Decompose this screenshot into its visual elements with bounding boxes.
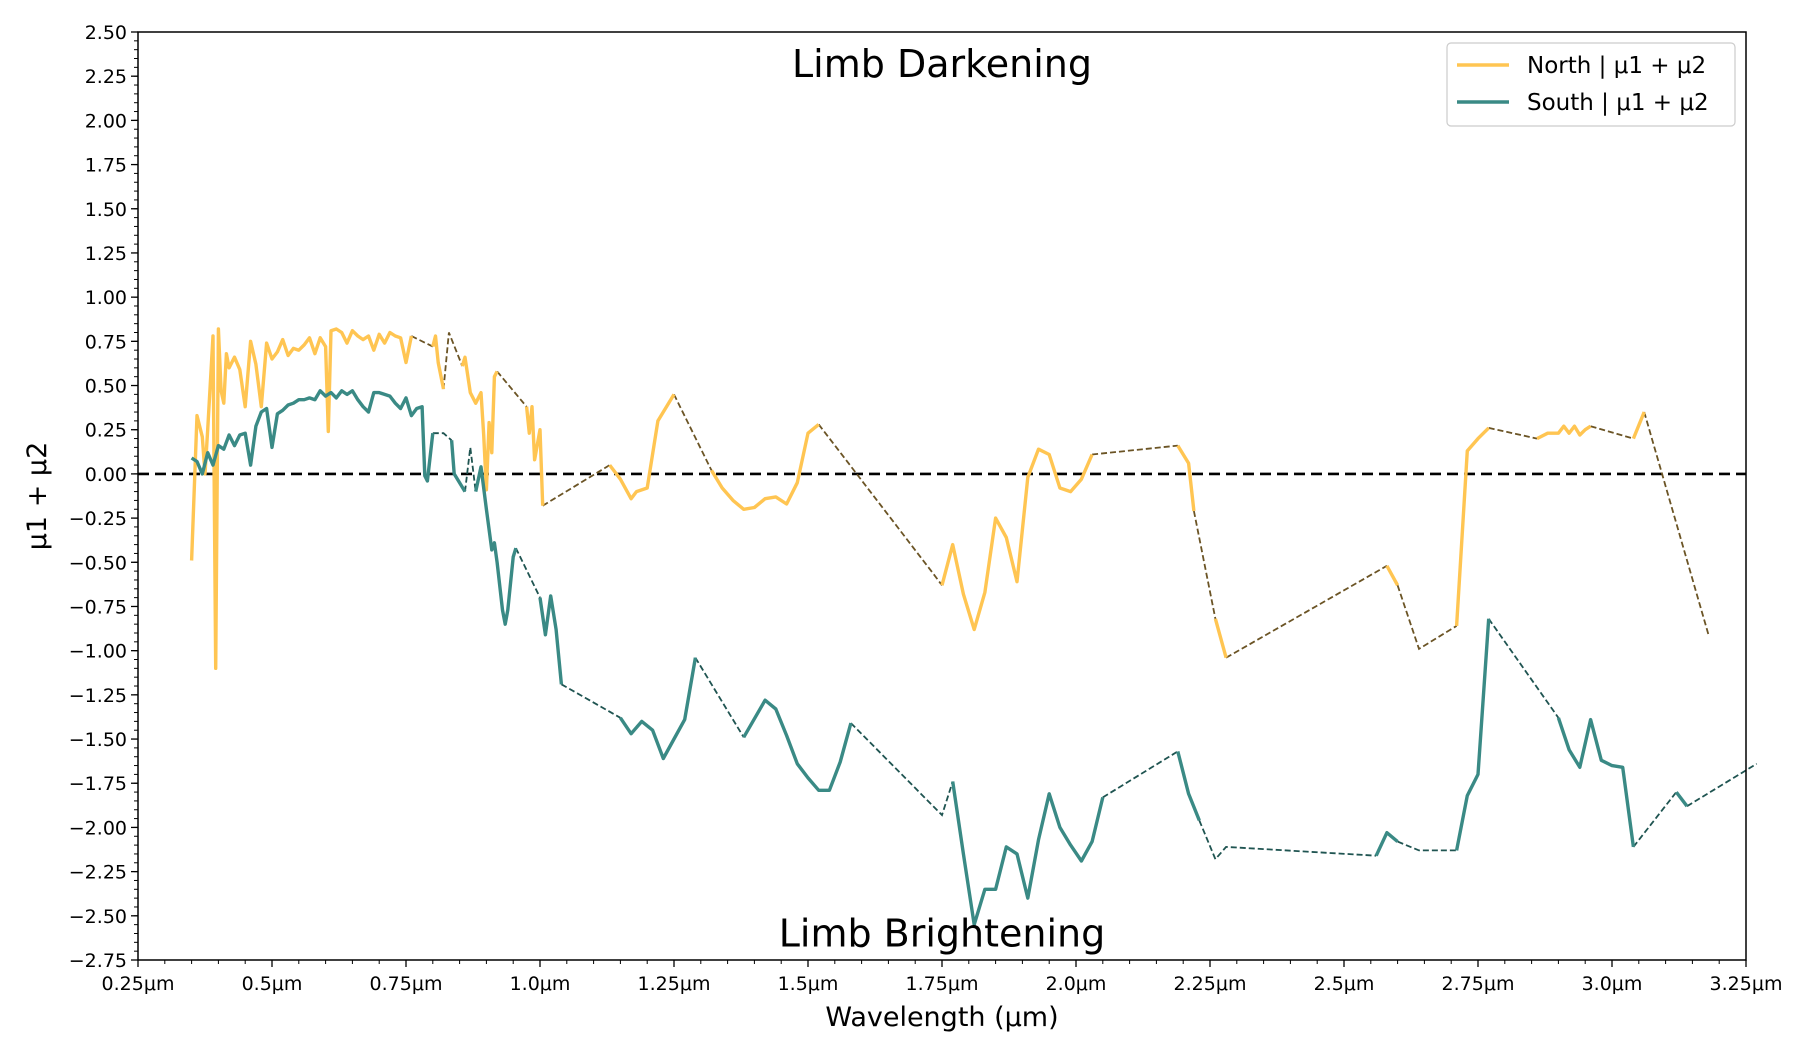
axis-ticks: 0.25μm 0.5μm 0.75μm 1.0μm 1.25μm 1.5μm 1.75μm 2… <box>69 22 1783 995</box>
south-series-line <box>1176 750 1201 822</box>
south-series-line <box>190 389 435 483</box>
south-gap-line <box>515 547 541 598</box>
north-series-line <box>1631 411 1646 440</box>
north-series-line <box>524 405 545 506</box>
x-tick-label: 1.25μm <box>638 973 711 995</box>
south-series-line <box>474 465 518 626</box>
y-tick-label: 1.75 <box>85 155 127 177</box>
south-gap-line <box>850 722 954 817</box>
south-series-line <box>449 440 467 493</box>
north-series-line <box>1176 444 1196 512</box>
north-gap-line <box>442 332 464 390</box>
y-tick-label: −1.25 <box>69 685 127 707</box>
south-series-line <box>618 657 698 761</box>
x-tick-label: 2.75μm <box>1442 973 1515 995</box>
south-series-line <box>1556 717 1636 848</box>
north-gap-line <box>411 335 434 348</box>
annotation-limb-brightening: Limb Brightening <box>779 911 1106 955</box>
south-gap-line <box>464 447 477 492</box>
y-axis-label: μ1 + μ2 <box>22 442 53 551</box>
x-tick-label: 1.5μm <box>778 973 839 995</box>
south-gap-line <box>1686 763 1758 807</box>
y-tick-label: −2.00 <box>69 817 127 839</box>
north-gap-line <box>1193 510 1217 619</box>
south-series-line <box>1674 791 1689 808</box>
x-tick-label: 0.75μm <box>370 973 443 995</box>
north-gap-line <box>496 370 528 408</box>
north-series-line <box>1536 424 1592 441</box>
south-gap-line <box>1102 750 1179 799</box>
y-tick-label: 1.50 <box>85 199 127 221</box>
south-gap-line <box>1397 840 1457 852</box>
north-gap-line <box>1488 427 1538 440</box>
north-series-line <box>1213 618 1228 659</box>
north-series-line <box>460 355 499 492</box>
north-gap-line <box>1225 565 1388 659</box>
plot-frame <box>137 31 1747 961</box>
series-lines <box>189 327 1689 927</box>
y-tick-label: 1.25 <box>85 243 127 265</box>
south-gap-line <box>694 657 745 738</box>
north-series-line <box>189 327 414 670</box>
y-tick-label: 2.00 <box>85 110 127 132</box>
south-gap-line <box>1487 618 1560 719</box>
x-tick-label: 2.25μm <box>1174 973 1247 995</box>
south-gap-line <box>432 432 453 441</box>
north-gap-line <box>542 464 611 507</box>
y-tick-label: 0.00 <box>85 464 127 486</box>
y-tick-label: −0.50 <box>69 552 127 574</box>
south-series-line <box>1454 618 1491 851</box>
north-series-line <box>1454 426 1490 627</box>
y-tick-label: 2.25 <box>85 66 127 88</box>
legend-box <box>1446 42 1736 127</box>
annotation-limb-darkening: Limb Darkening <box>792 42 1092 86</box>
y-tick-label: 0.50 <box>85 376 127 398</box>
north-gap-line <box>1396 585 1458 651</box>
north-gap-line <box>817 423 943 586</box>
south-series-line <box>951 781 1105 927</box>
south-gap-line <box>1632 791 1678 848</box>
legend: North | μ1 + μ2 South | μ1 + μ2 <box>1446 42 1736 127</box>
legend-label-south: South | μ1 + μ2 <box>1527 90 1709 116</box>
south-gap-line <box>1198 820 1377 861</box>
x-tick-label: 0.5μm <box>242 973 303 995</box>
north-series-line <box>710 423 820 511</box>
x-tick-label: 1.0μm <box>510 973 571 995</box>
y-tick-label: −2.75 <box>69 950 127 972</box>
y-tick-label: −0.25 <box>69 508 127 530</box>
y-tick-label: −1.00 <box>69 641 127 663</box>
y-tick-label: −1.50 <box>69 729 127 751</box>
north-series-line <box>431 334 446 390</box>
north-series-line <box>608 393 676 501</box>
y-tick-label: −2.50 <box>69 906 127 928</box>
x-axis-label: Wavelength (μm) <box>825 1002 1058 1033</box>
south-series-line <box>1374 831 1399 857</box>
x-tick-label: 1.75μm <box>906 973 979 995</box>
south-series-line <box>742 698 853 792</box>
north-gap-line <box>1643 411 1710 636</box>
x-tick-label: 2.5μm <box>1314 973 1375 995</box>
y-tick-label: −0.75 <box>69 596 127 618</box>
north-gap-line <box>673 394 713 471</box>
y-tick-label: 0.75 <box>85 331 127 353</box>
x-tick-label: 2.0μm <box>1046 973 1107 995</box>
north-series-line <box>1385 564 1400 587</box>
y-tick-label: 0.25 <box>85 420 127 442</box>
south-series-line <box>538 594 564 685</box>
north-series-line <box>940 447 1094 632</box>
gap-lines <box>411 332 1758 861</box>
x-tick-label: 3.25μm <box>1710 973 1783 995</box>
north-gap-line <box>1590 425 1634 440</box>
y-tick-label: 1.00 <box>85 287 127 309</box>
y-tick-label: −2.25 <box>69 862 127 884</box>
y-tick-label: −1.75 <box>69 773 127 795</box>
north-gap-line <box>1092 444 1178 456</box>
south-gap-line <box>560 683 621 719</box>
x-tick-label: 3.0μm <box>1582 973 1643 995</box>
legend-label-north: North | μ1 + μ2 <box>1527 53 1706 79</box>
x-tick-label: 0.25μm <box>102 973 175 995</box>
y-tick-label: 2.50 <box>85 22 127 44</box>
